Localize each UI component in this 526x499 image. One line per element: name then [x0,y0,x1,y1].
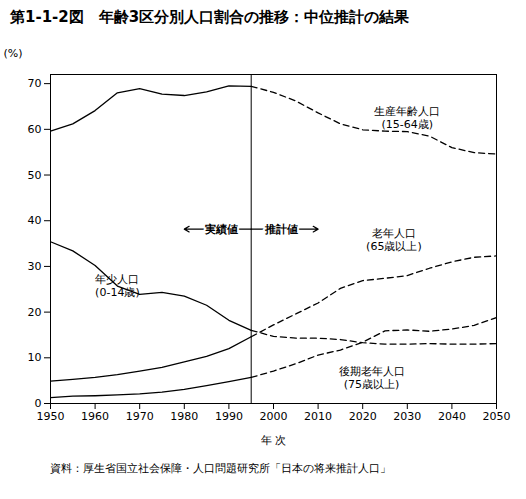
svg-text:2040: 2040 [438,410,466,423]
svg-text:0: 0 [35,397,42,410]
svg-text:年 次: 年 次 [261,434,287,447]
svg-text:40: 40 [28,214,42,227]
svg-text:年少人口(0-14歳): 年少人口(0-14歳) [95,273,140,299]
svg-text:60: 60 [28,123,42,136]
svg-text:70: 70 [28,77,42,90]
svg-text:実績値: 実績値 [204,223,238,236]
svg-text:50: 50 [28,169,42,182]
svg-text:1950: 1950 [37,410,65,423]
svg-text:2030: 2030 [393,410,421,423]
svg-text:10: 10 [28,351,42,364]
svg-text:老年人口(65歳以上): 老年人口(65歳以上) [366,227,422,253]
svg-text:後期老年人口(75歳以上): 後期老年人口(75歳以上) [339,365,405,391]
svg-text:1960: 1960 [81,410,109,423]
svg-text:2000: 2000 [260,410,288,423]
svg-text:2050: 2050 [483,410,511,423]
html-text:第1-1-2図 年齢3区分別人口割合の推移：中位推計の結果: 第1-1-2図 年齢3区分別人口割合の推移：中位推計の結果 [10,8,410,26]
svg-text:1990: 1990 [215,410,243,423]
svg-text:2010: 2010 [304,410,332,423]
svg-text:生産年齢人口(15-64歳): 生産年齢人口(15-64歳) [374,105,440,131]
svg-text:1970: 1970 [126,410,154,423]
svg-text:20: 20 [28,306,42,319]
svg-text:2020: 2020 [349,410,377,423]
svg-text:推計値: 推計値 [264,223,298,236]
svg-text:(%): (%) [4,47,23,60]
html-text:資料：厚生省国立社会保障・人口問題研究所「日本の将来推計人口: 資料：厚生省国立社会保障・人口問題研究所「日本の将来推計人口」 [50,462,391,475]
svg-text:1980: 1980 [170,410,198,423]
svg-text:30: 30 [28,260,42,273]
